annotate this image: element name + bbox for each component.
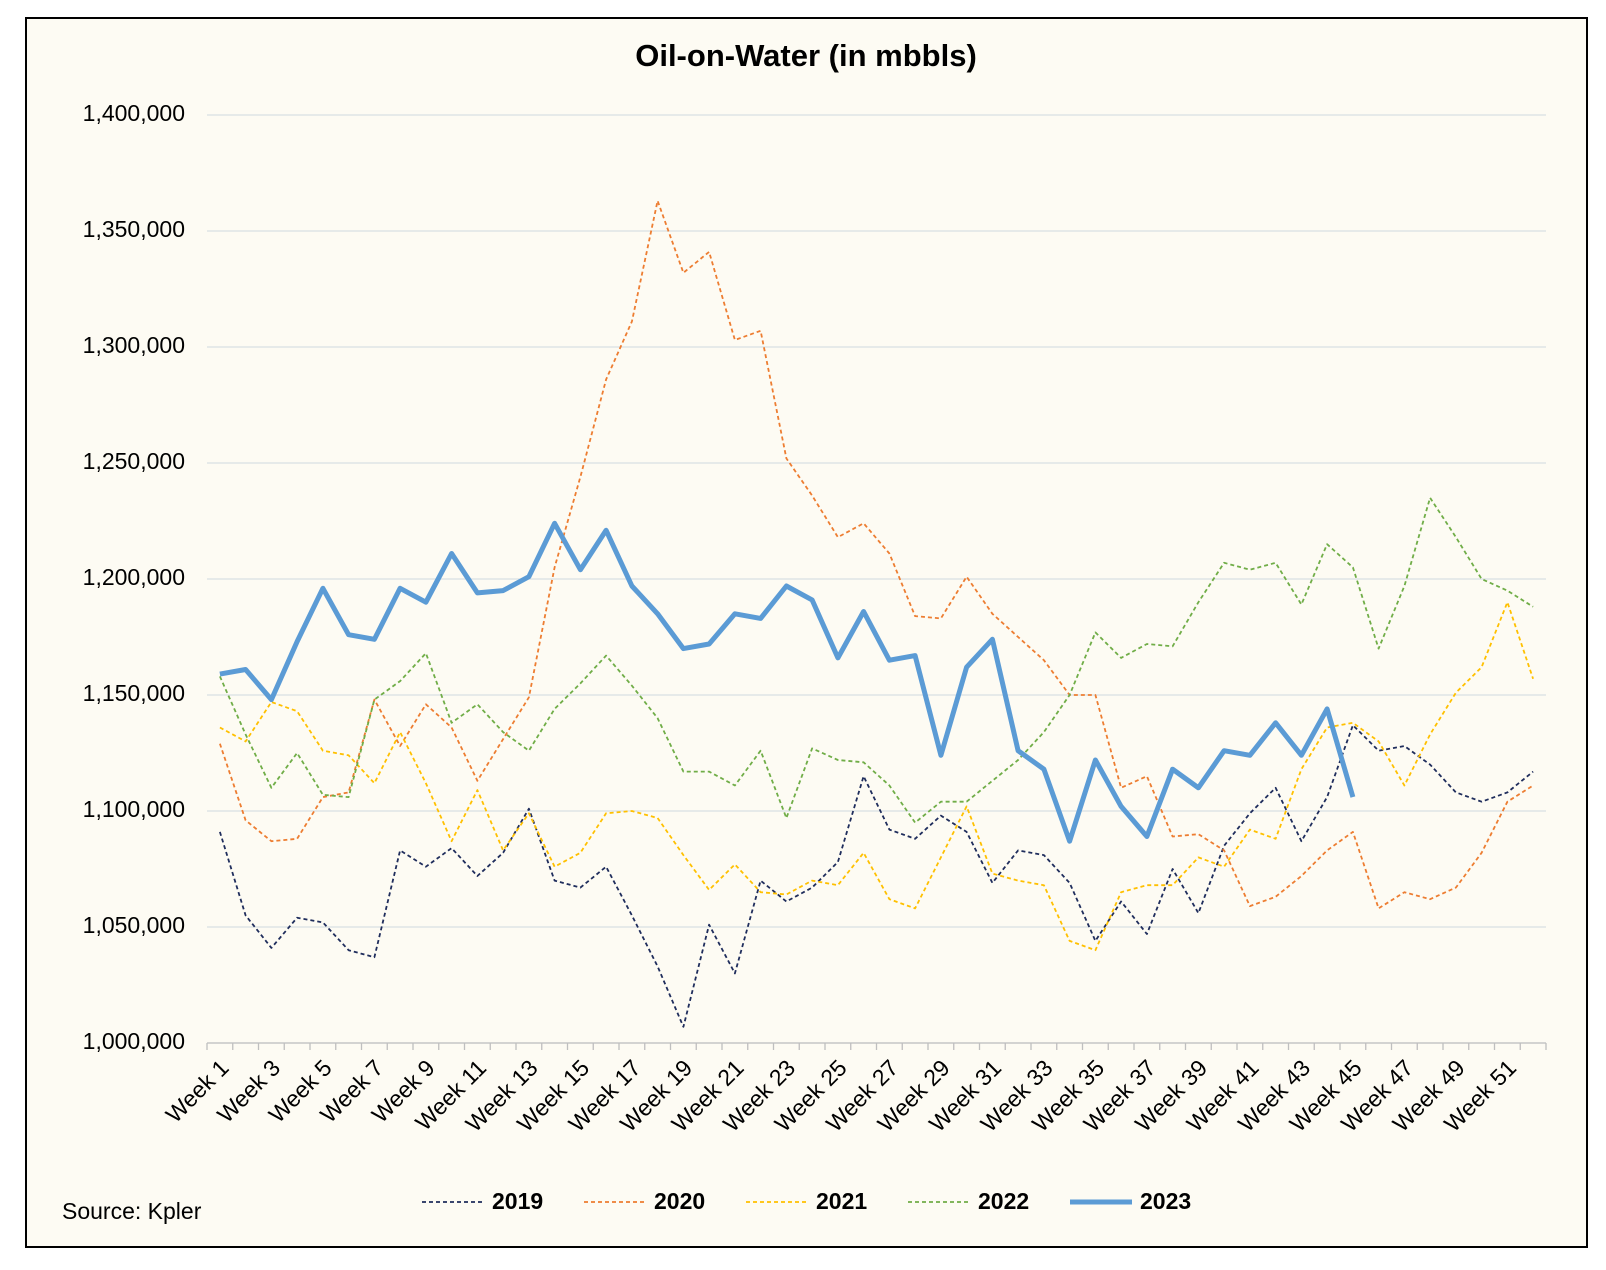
series-line	[219, 724, 1534, 1028]
y-tick-label: 1,100,000	[83, 796, 185, 822]
y-tick-label: 1,000,000	[83, 1028, 185, 1054]
chart-frame	[25, 17, 1588, 1248]
series-line	[219, 496, 1534, 824]
legend-label: 2021	[816, 1188, 867, 1214]
legend-label: 2023	[1140, 1188, 1191, 1214]
y-tick-label: 1,250,000	[83, 448, 185, 474]
legend-label: 2020	[654, 1188, 705, 1214]
y-tick-label: 1,400,000	[83, 100, 185, 126]
y-tick-label: 1,350,000	[83, 216, 185, 242]
legend-label: 2022	[978, 1188, 1029, 1214]
legend-label: 2019	[492, 1188, 543, 1214]
y-tick-label: 1,050,000	[83, 912, 185, 938]
chart-title: Oil-on-Water (in mbbls)	[635, 38, 977, 73]
y-tick-label: 1,150,000	[83, 680, 185, 706]
series-line	[219, 199, 1534, 910]
source-note: Source: Kpler	[62, 1198, 202, 1224]
y-tick-label: 1,200,000	[83, 564, 185, 590]
y-tick-label: 1,300,000	[83, 332, 185, 358]
series-line	[219, 520, 1356, 844]
series-line	[219, 601, 1534, 952]
